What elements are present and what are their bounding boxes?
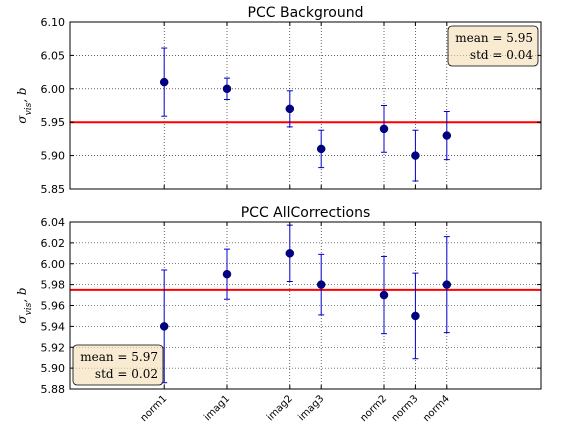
y-tick-label: 5.85	[41, 183, 66, 196]
y-tick-label: 6.04	[41, 216, 66, 229]
y-tick-label: 5.98	[41, 279, 66, 292]
y-axis-label-suffix: , b	[15, 287, 29, 302]
data-point-norm3	[411, 152, 419, 160]
x-tick-label-norm1: norm1	[139, 393, 170, 424]
y-tick-label: 6.00	[41, 258, 66, 271]
y-tick-label: 6.02	[41, 237, 66, 250]
y-tick-label: 5.88	[41, 383, 66, 396]
data-point-imag1	[223, 85, 231, 93]
data-point-imag2	[286, 249, 294, 257]
data-point-norm3	[411, 312, 419, 320]
x-tick-label-imag1: imag1	[202, 393, 232, 423]
y-axis-label-suffix: , b	[15, 87, 29, 102]
chart-title: PCC AllCorrections	[241, 205, 371, 221]
y-tick-label: 5.95	[41, 116, 66, 129]
y-tick-label: 5.90	[41, 150, 66, 163]
data-point-imag3	[317, 145, 325, 153]
y-tick-label: 5.96	[41, 300, 66, 313]
y-tick-label: 5.94	[41, 320, 66, 333]
x-tick-label-imag3: imag3	[296, 393, 326, 423]
panel-pcc-background: 5.85 5.90 5.95 6.00 6.05 6.10 PCC Background σv…	[15, 5, 541, 196]
y-tick-label: 6.10	[41, 16, 66, 29]
data-point-imag3	[317, 281, 325, 289]
x-tick-label-norm4: norm4	[421, 393, 452, 424]
x-tick-label-imag2: imag2	[265, 393, 295, 423]
y-tick-label: 6.05	[41, 49, 66, 62]
y-tick-label: 5.92	[41, 341, 66, 354]
y-axis-label: σvis, b	[15, 87, 34, 123]
data-point-imag2	[286, 105, 294, 113]
y-axis-label: σvis, b	[15, 287, 34, 323]
panel-pcc-allcorrections: 5.88 5.90 5.92 5.94 5.96 5.98 6.00 6.02 6.04 norm…	[15, 205, 541, 424]
data-point-norm2	[380, 125, 388, 133]
data-point-imag1	[223, 270, 231, 278]
stats-mean-text: mean = 5.95	[455, 31, 533, 45]
y-tick-label: 6.00	[41, 83, 66, 96]
y-axis-label-sub: vis	[24, 302, 34, 315]
stats-mean-text: mean = 5.97	[80, 350, 158, 364]
y-tick-label: 5.90	[41, 362, 66, 375]
x-tick-label-norm2: norm2	[358, 393, 389, 424]
stats-std-text: std = 0.04	[470, 48, 533, 62]
data-point-norm4	[443, 132, 451, 140]
chart-title: PCC Background	[248, 5, 364, 21]
x-tick-label-norm3: norm3	[390, 393, 421, 424]
data-point-norm2	[380, 291, 388, 299]
y-axis-label-sub: vis	[24, 102, 34, 115]
data-point-norm1	[160, 322, 168, 330]
data-point-norm4	[443, 281, 451, 289]
data-point-norm1	[160, 78, 168, 86]
stats-std-text: std = 0.02	[95, 367, 158, 381]
